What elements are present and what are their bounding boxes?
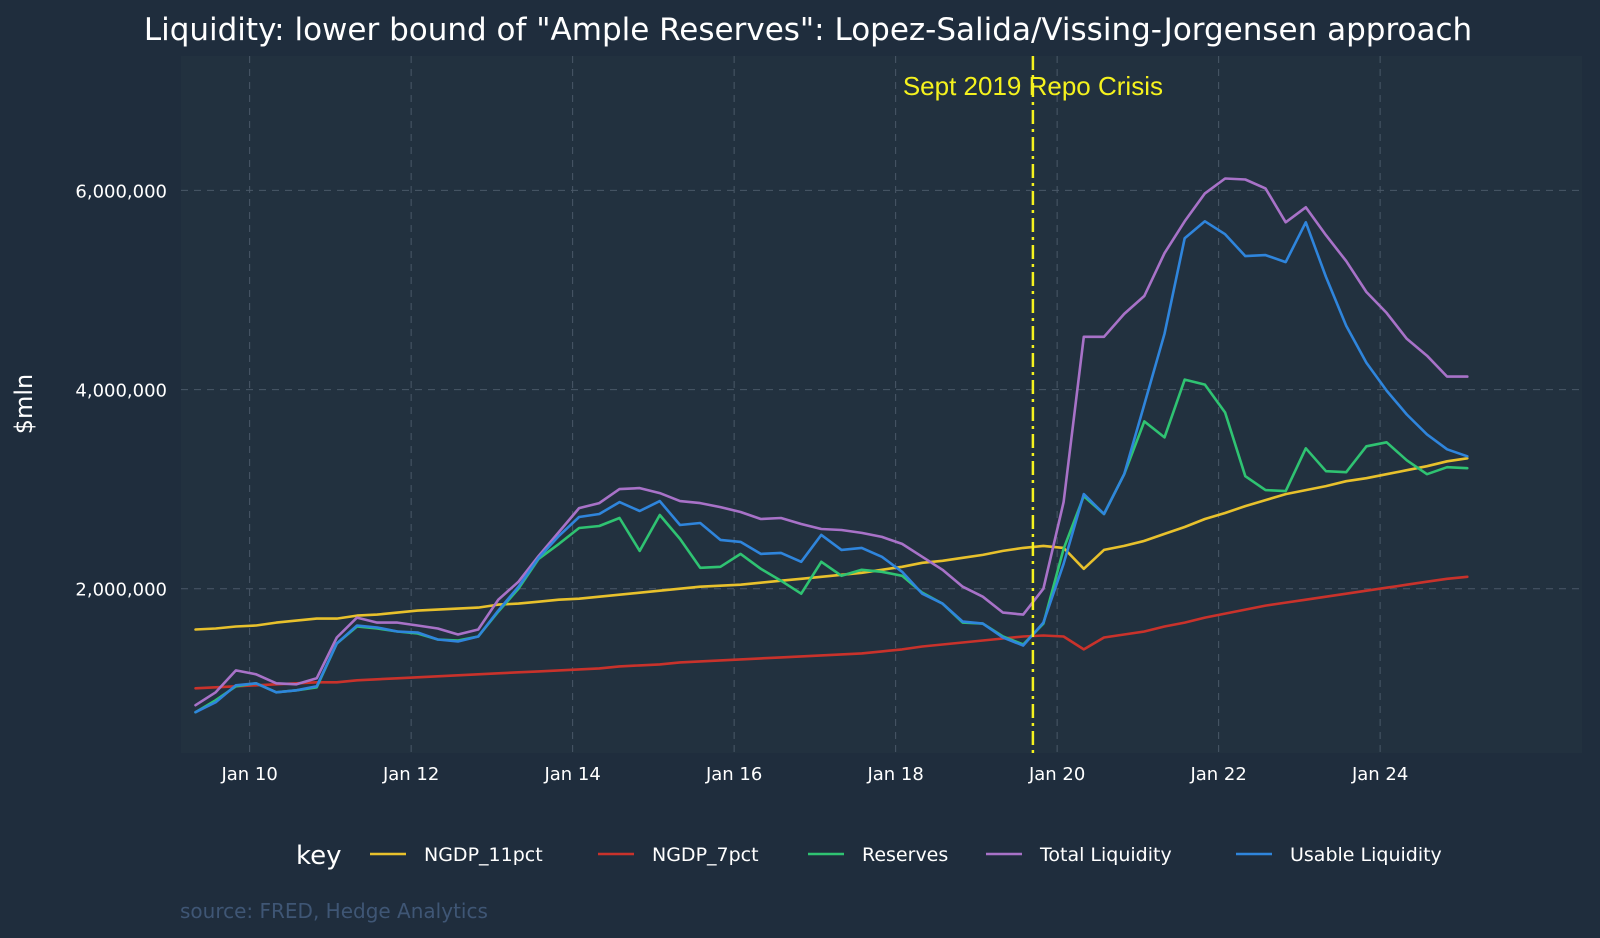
series-line-ngdp-11pct xyxy=(194,456,1469,631)
x-tick-label: Jan 10 xyxy=(220,764,277,785)
x-axis-ticks: Jan 10 Jan 12 Jan 14 Jan 16 Jan 18 Jan 20 Jan … xyxy=(220,764,1408,785)
y-axis-ticks: 2,000,000 4,000,000 6,000,000 xyxy=(75,181,167,600)
legend-title: key xyxy=(296,841,342,871)
x-tick-label: Jan 18 xyxy=(866,764,923,785)
x-tick-label: Jan 24 xyxy=(1351,764,1408,785)
legend-label: Total Liquidity xyxy=(1039,844,1172,866)
legend: key NGDP_11pct NGDP_7pct Reserves Total Liq… xyxy=(296,841,1442,871)
y-tick-label: 2,000,000 xyxy=(75,580,167,601)
series-line-ngdp-7pct xyxy=(194,575,1469,690)
x-tick-label: Jan 22 xyxy=(1189,764,1246,785)
series-lines xyxy=(194,177,1469,714)
x-tick-label: Jan 12 xyxy=(382,764,439,785)
legend-label: Usable Liquidity xyxy=(1290,844,1442,866)
legend-label: NGDP_7pct xyxy=(652,844,759,866)
series-line-usable-liquidity xyxy=(194,220,1469,714)
y-tick-label: 4,000,000 xyxy=(75,381,167,402)
x-tick-label: Jan 16 xyxy=(705,764,762,785)
plot-panel xyxy=(181,56,1582,753)
series-line-total-liquidity xyxy=(194,177,1469,707)
legend-label: Reserves xyxy=(862,844,948,866)
x-tick-label: Jan 14 xyxy=(543,764,600,785)
x-tick-label: Jan 20 xyxy=(1028,764,1085,785)
chart-title: Liquidity: lower bound of "Ample Reserve… xyxy=(144,12,1472,48)
y-axis-label: $mln xyxy=(10,374,38,435)
annotation-label: Sept 2019 Repo Crisis xyxy=(903,71,1163,101)
y-tick-label: 6,000,000 xyxy=(75,181,167,202)
legend-label: NGDP_11pct xyxy=(424,844,543,866)
source-caption: source: FRED, Hedge Analytics xyxy=(180,899,488,923)
